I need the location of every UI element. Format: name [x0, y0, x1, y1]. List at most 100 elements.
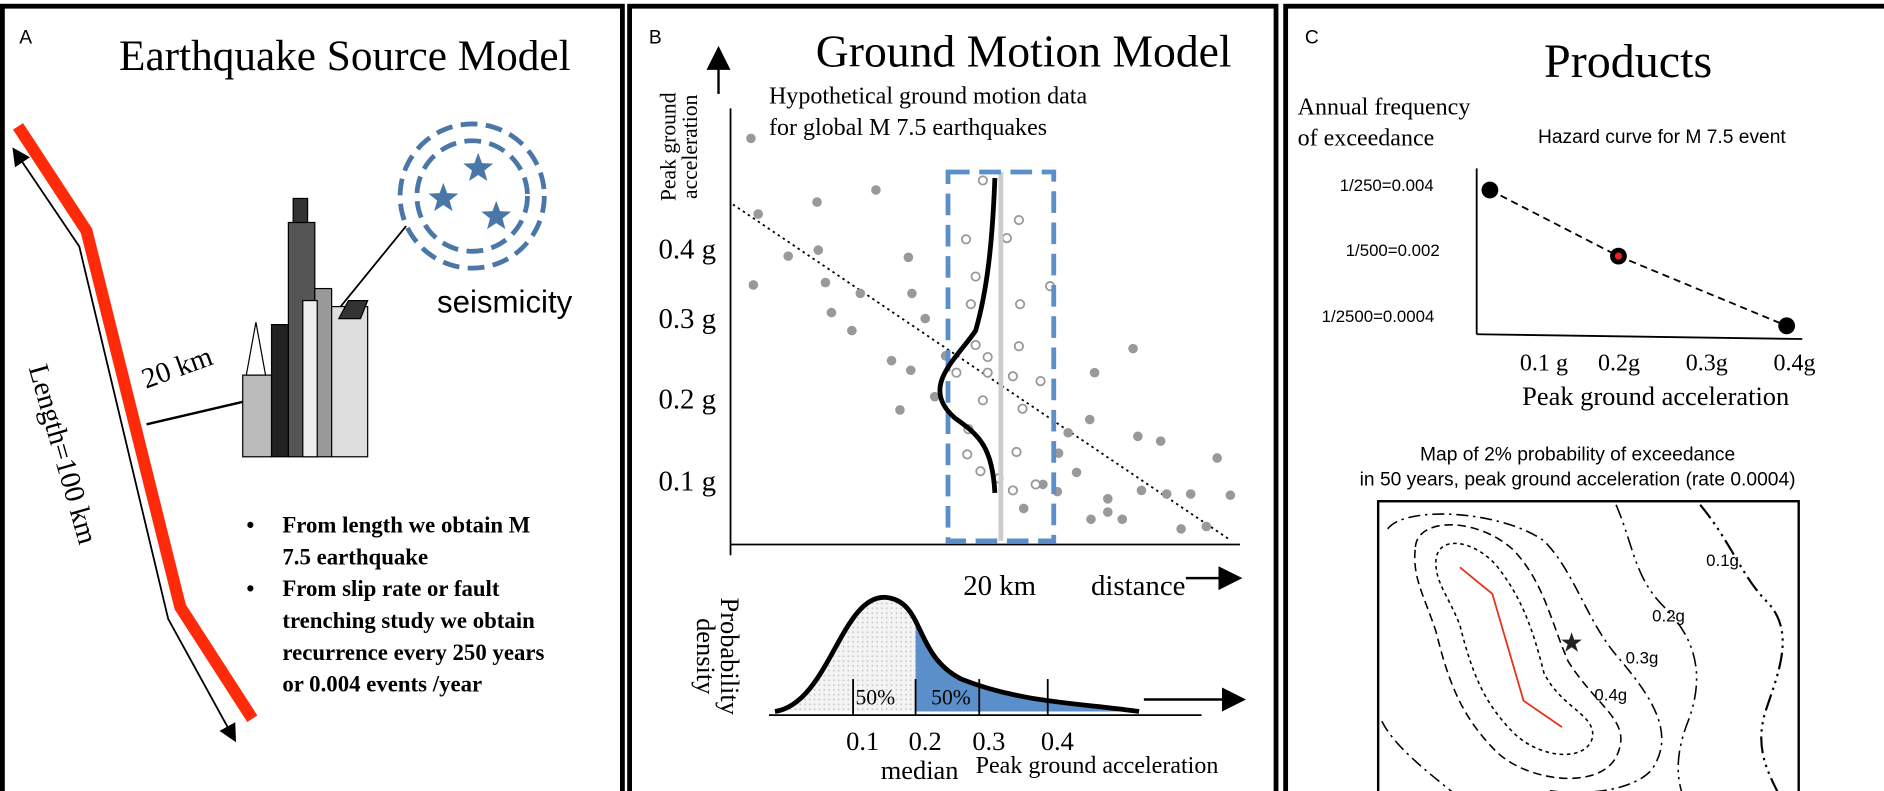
label: Hypothetical ground motion data — [769, 84, 1087, 110]
label: acceleration — [678, 94, 702, 199]
label: 0.4g — [1773, 350, 1815, 376]
label: Earthquake Source Model — [119, 32, 571, 80]
data-point — [1086, 514, 1096, 525]
data-point — [970, 339, 981, 351]
y-tick-label: 0.1 g — [658, 465, 716, 497]
circle-shape — [414, 138, 530, 254]
data-point — [1035, 375, 1046, 387]
rect-shape — [270, 324, 289, 458]
polyline-shape — [1489, 189, 1788, 327]
label: for global M 7.5 earthquakes — [769, 115, 1047, 141]
label: C — [1305, 27, 1319, 48]
data-point — [1017, 403, 1028, 414]
data-point — [962, 449, 973, 460]
label: A — [19, 27, 32, 48]
label: Ground Motion Model — [816, 25, 1232, 76]
data-point — [1084, 414, 1095, 425]
data-point — [1185, 489, 1196, 499]
label: Peak ground — [656, 92, 680, 201]
label: Products — [1544, 35, 1712, 88]
data-point — [1011, 446, 1022, 458]
label: 20 km — [963, 570, 1036, 602]
bullet-text: trenching study we obtain — [282, 608, 535, 633]
data-point — [929, 391, 940, 402]
data-point — [812, 197, 822, 207]
label: 20 km — [137, 340, 216, 395]
label: Hazard curve for M 7.5 event — [1538, 127, 1786, 148]
data-point — [895, 405, 905, 415]
data-point — [1103, 507, 1113, 517]
data-point — [1007, 371, 1018, 382]
data-point — [1136, 485, 1147, 496]
data-point — [746, 133, 756, 144]
data-point — [1013, 341, 1025, 352]
data-point — [1013, 214, 1025, 226]
data-point — [1038, 479, 1048, 490]
path-shape — [774, 597, 916, 712]
data-point — [753, 209, 763, 219]
data-point — [886, 355, 897, 366]
data-point — [748, 280, 759, 290]
label: 0.3g — [1626, 648, 1659, 667]
polygon-shape — [1561, 632, 1582, 652]
data-point — [1018, 503, 1029, 514]
bullet-dot: • — [246, 576, 254, 601]
label: Map of 2% probability of exceedance — [1420, 444, 1735, 465]
rect-shape — [1376, 500, 1800, 791]
g-shape — [746, 133, 1236, 534]
label: 0.4g — [1594, 686, 1627, 705]
star — [428, 182, 459, 212]
data-point — [1014, 299, 1026, 310]
data-point — [826, 307, 837, 318]
bullet-dot: • — [246, 512, 254, 537]
y-tick-label: 0.3 g — [658, 303, 716, 335]
path-shape — [915, 621, 1140, 712]
data-point — [960, 234, 972, 245]
data-point — [975, 466, 986, 477]
rect-shape — [627, 3, 1279, 791]
data-point — [970, 271, 981, 282]
label: 1/500=0.002 — [1346, 241, 1440, 260]
bullet-text: From slip rate or fault — [282, 576, 500, 601]
star — [481, 200, 512, 230]
label: Probability — [715, 598, 745, 716]
g-shape — [428, 152, 512, 230]
data-point — [907, 288, 917, 299]
g-shape: 0.4 g 0.3 g 0.2 g 0.1 g — [658, 234, 716, 498]
line-shape — [146, 397, 255, 426]
circle-shape — [397, 121, 547, 271]
data-point — [1161, 489, 1172, 499]
g-shape: 0.1 0.2 0.3 0.4 — [846, 679, 1074, 756]
data-point — [1063, 427, 1073, 438]
data-point — [977, 175, 988, 186]
label: 1/2500=0.0004 — [1322, 307, 1435, 326]
data-point — [813, 245, 824, 255]
label: Peak ground acceleration — [976, 753, 1219, 779]
rect-shape — [945, 169, 1057, 544]
data-point — [1128, 343, 1138, 354]
label: 0.1 g — [1520, 350, 1568, 376]
path-shape — [937, 177, 998, 493]
polygon-shape — [245, 322, 267, 376]
data-point — [1212, 453, 1222, 463]
data-point — [903, 252, 914, 263]
data-point — [1176, 524, 1186, 534]
circle-shape — [1778, 317, 1796, 335]
label: 1/250=0.004 — [1340, 176, 1434, 195]
path-shape — [1615, 504, 1698, 791]
g-shape: • From length we obtain M 7.5 earthquake • F… — [246, 512, 544, 696]
x-tick-label: 0.2 — [909, 726, 942, 756]
data-point — [1155, 436, 1166, 446]
data-point — [783, 251, 794, 261]
path-shape — [1413, 524, 1622, 780]
bullet-text: 7.5 earthquake — [282, 544, 428, 569]
line-shape — [1476, 333, 1803, 340]
label: 50% — [855, 685, 895, 709]
path-shape — [1699, 504, 1784, 791]
data-point — [1117, 514, 1128, 525]
data-point — [982, 367, 993, 378]
label: Peak ground acceleration — [1522, 381, 1789, 411]
polygon-shape — [337, 299, 369, 320]
path-shape — [774, 594, 1140, 714]
